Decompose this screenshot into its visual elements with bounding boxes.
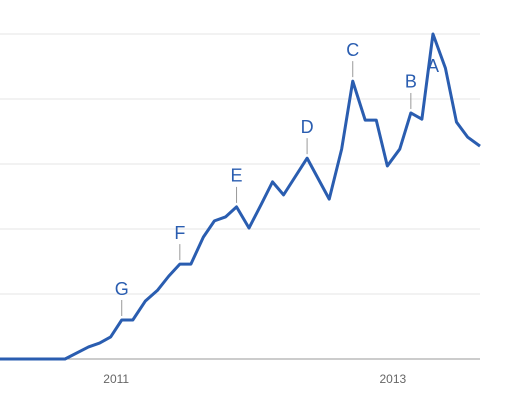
- x-tick-label: 2011: [103, 372, 129, 386]
- annotation: A: [427, 56, 439, 76]
- annotation: E: [231, 166, 243, 186]
- line: [0, 32, 481, 361]
- annotation: F: [174, 223, 185, 243]
- x-tick-label: 2013: [380, 372, 407, 386]
- annotation: C: [346, 40, 359, 60]
- annotation: B: [405, 72, 417, 92]
- annotation: G: [115, 279, 129, 299]
- annotation: D: [301, 117, 314, 137]
